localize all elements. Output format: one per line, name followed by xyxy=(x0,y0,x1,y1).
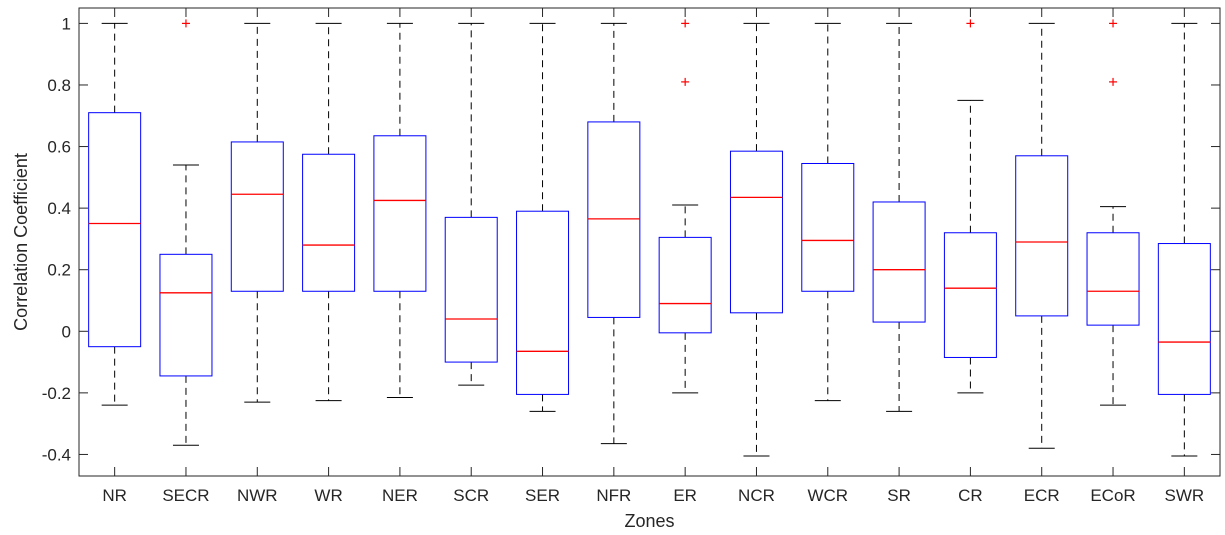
box-ner xyxy=(373,22,427,398)
box-scr xyxy=(444,22,498,386)
box-ncr xyxy=(729,22,783,457)
y-axis: -0.4 -0.2 0 0.2 0.4 0.6 0.8 1 xyxy=(42,14,1220,464)
iqr-box xyxy=(943,232,997,358)
outlier-marker xyxy=(181,19,190,28)
iqr-box xyxy=(373,135,427,292)
box-swr xyxy=(1157,22,1211,457)
iqr-box xyxy=(1015,155,1069,317)
outlier-marker xyxy=(1109,77,1118,86)
iqr-box xyxy=(159,253,213,377)
y-axis-label: Correlation Coefficient xyxy=(11,153,31,331)
x-tick-label: SER xyxy=(525,486,560,505)
outlier-marker xyxy=(681,19,690,28)
iqr-box xyxy=(516,210,570,395)
box-nr xyxy=(88,22,142,406)
box-ecor xyxy=(1086,19,1140,406)
outlier-marker xyxy=(1109,19,1118,28)
x-tick-label: ER xyxy=(673,486,697,505)
iqr-box xyxy=(587,121,641,318)
x-tick-label: NFR xyxy=(596,486,631,505)
x-tick-label: SECR xyxy=(162,486,209,505)
box-cr xyxy=(943,19,997,394)
y-tick-label: 0.6 xyxy=(47,138,71,157)
box-nwr xyxy=(230,22,284,403)
x-tick-label: NER xyxy=(382,486,418,505)
axes-frame xyxy=(78,7,1221,477)
iqr-box xyxy=(444,216,498,363)
iqr-box xyxy=(658,236,712,334)
box-nfr xyxy=(587,22,641,445)
x-tick-label: NCR xyxy=(738,486,775,505)
box-er xyxy=(658,19,712,394)
x-axis-label: Zones xyxy=(624,511,674,531)
y-tick-label: 0 xyxy=(62,322,71,341)
y-tick-label: -0.4 xyxy=(42,445,71,464)
iqr-box xyxy=(230,141,284,292)
y-tick-label: 0.2 xyxy=(47,261,71,280)
x-tick-label: SR xyxy=(887,486,911,505)
iqr-box xyxy=(872,201,926,323)
box-wr xyxy=(302,22,356,402)
x-tick-label: ECR xyxy=(1024,486,1060,505)
outlier-marker xyxy=(681,77,690,86)
y-tick-label: 0.4 xyxy=(47,199,71,218)
box-sr xyxy=(872,22,926,412)
plot-area xyxy=(78,7,1221,477)
y-tick-label: 1 xyxy=(62,14,71,33)
x-axis: NR SECR NWR WR NER SCR SER NFR ER NCR WCR SR CR ECR EC… xyxy=(102,8,1204,505)
box-wcr xyxy=(801,22,855,402)
box-secr xyxy=(159,19,213,446)
box-series xyxy=(88,19,1211,457)
iqr-box xyxy=(1157,243,1211,395)
box-ser xyxy=(516,22,570,412)
x-tick-label: CR xyxy=(958,486,983,505)
x-tick-label: WCR xyxy=(807,486,848,505)
x-tick-label: NWR xyxy=(237,486,278,505)
iqr-box xyxy=(302,153,356,292)
iqr-box xyxy=(88,112,142,348)
iqr-box xyxy=(729,150,783,314)
x-tick-label: WR xyxy=(314,486,342,505)
y-tick-label: 0.8 xyxy=(47,76,71,95)
iqr-box xyxy=(801,162,855,292)
outlier-marker xyxy=(966,19,975,28)
y-tick-label: -0.2 xyxy=(42,384,71,403)
x-tick-label: SCR xyxy=(453,486,489,505)
box-ecr xyxy=(1015,22,1069,449)
x-tick-label: SWR xyxy=(1165,486,1205,505)
x-tick-label: NR xyxy=(102,486,127,505)
x-tick-label: ECoR xyxy=(1090,486,1135,505)
iqr-box xyxy=(1086,232,1140,326)
